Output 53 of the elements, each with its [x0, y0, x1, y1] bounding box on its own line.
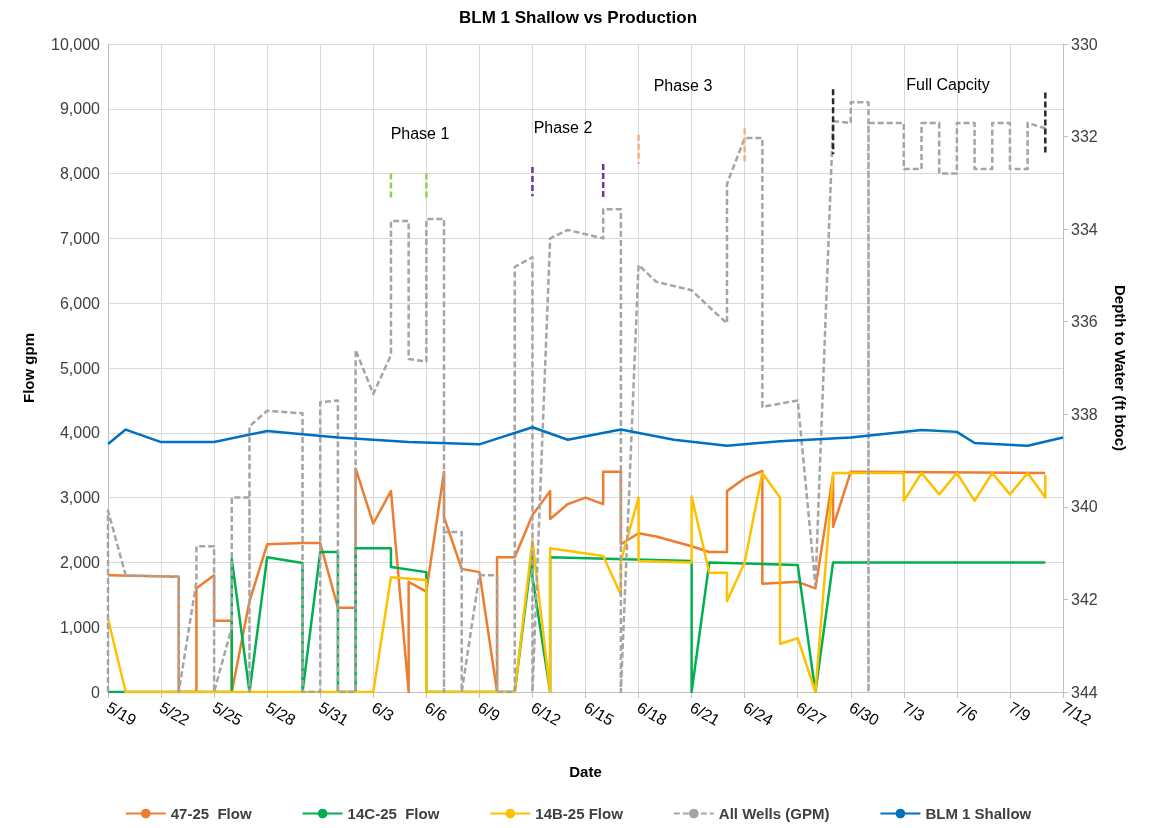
- y2-axis-title: Depth to Water (ft btoc): [1112, 284, 1129, 452]
- x-tick-label: 6/27: [793, 698, 830, 729]
- x-tick-label: 7/12: [1058, 698, 1095, 729]
- x-tick-label: 6/9: [475, 698, 503, 725]
- x-tick-label: 6/3: [369, 698, 397, 725]
- y-tick-label: 5,000: [59, 359, 101, 377]
- legend-label: BLM 1 Shallow: [925, 805, 1032, 822]
- y2-tick-label: 336: [1071, 313, 1098, 331]
- annotation: Phase 1: [390, 124, 450, 142]
- legend-label: 14B-25 Flow: [535, 805, 624, 822]
- y-tick-label: 3,000: [59, 489, 101, 507]
- y2-tick-label: 334: [1071, 220, 1098, 238]
- x-tick-label: 6/24: [740, 698, 776, 729]
- legend-label: 14C-25 Flow: [347, 805, 440, 822]
- chart-title: BLM 1 Shallow vs Production: [458, 8, 698, 27]
- x-tick-label: 6/18: [634, 698, 670, 729]
- x-tick-label: 6/12: [528, 698, 564, 729]
- legend-label: All Wells (GPM): [718, 805, 830, 822]
- x-tick-label: 5/28: [262, 698, 299, 729]
- x-tick-label: 6/30: [846, 698, 883, 729]
- y-axis-title: Flow gpm: [20, 333, 37, 403]
- annotation: Phase 2: [533, 118, 593, 136]
- y2-tick-label: 344: [1071, 683, 1098, 701]
- x-axis-title: Date: [569, 763, 602, 780]
- line-series: [106, 426, 1065, 448]
- legend-label: 47-25 Flow: [170, 805, 252, 822]
- y-tick-label: 10,000: [51, 35, 101, 53]
- x-tick-label: 5/25: [209, 698, 246, 729]
- y-tick-label: 1,000: [59, 618, 101, 636]
- y-tick-label: 2,000: [59, 553, 101, 571]
- line-series: [106, 101, 1047, 694]
- y-tick-label: 9,000: [59, 100, 101, 118]
- y-tick-label: 0: [91, 683, 101, 701]
- x-tick-label: 6/21: [687, 698, 723, 729]
- y2-tick-label: 338: [1071, 405, 1098, 423]
- y2-tick-label: 342: [1071, 590, 1098, 608]
- x-tick-label: 5/22: [156, 698, 193, 729]
- x-tick-label: 7/3: [899, 698, 928, 725]
- x-tick-label: 6/15: [581, 698, 617, 729]
- x-tick-label: 7/9: [1005, 698, 1034, 725]
- x-tick-label: 7/6: [952, 698, 981, 725]
- x-tick-label: 5/31: [315, 698, 352, 729]
- annotation: Full Capcity: [906, 75, 990, 93]
- y2-tick-label: 330: [1071, 35, 1098, 53]
- x-tick-label: 5/19: [103, 698, 140, 729]
- y-tick-label: 8,000: [59, 165, 101, 183]
- y-tick-label: 4,000: [59, 424, 101, 442]
- y-tick-label: 6,000: [59, 294, 101, 312]
- x-tick-label: 6/6: [422, 698, 450, 725]
- y2-tick-label: 340: [1071, 498, 1098, 516]
- y-tick-label: 7,000: [59, 229, 101, 247]
- annotation: Phase 3: [653, 76, 713, 94]
- y2-tick-label: 332: [1071, 128, 1098, 146]
